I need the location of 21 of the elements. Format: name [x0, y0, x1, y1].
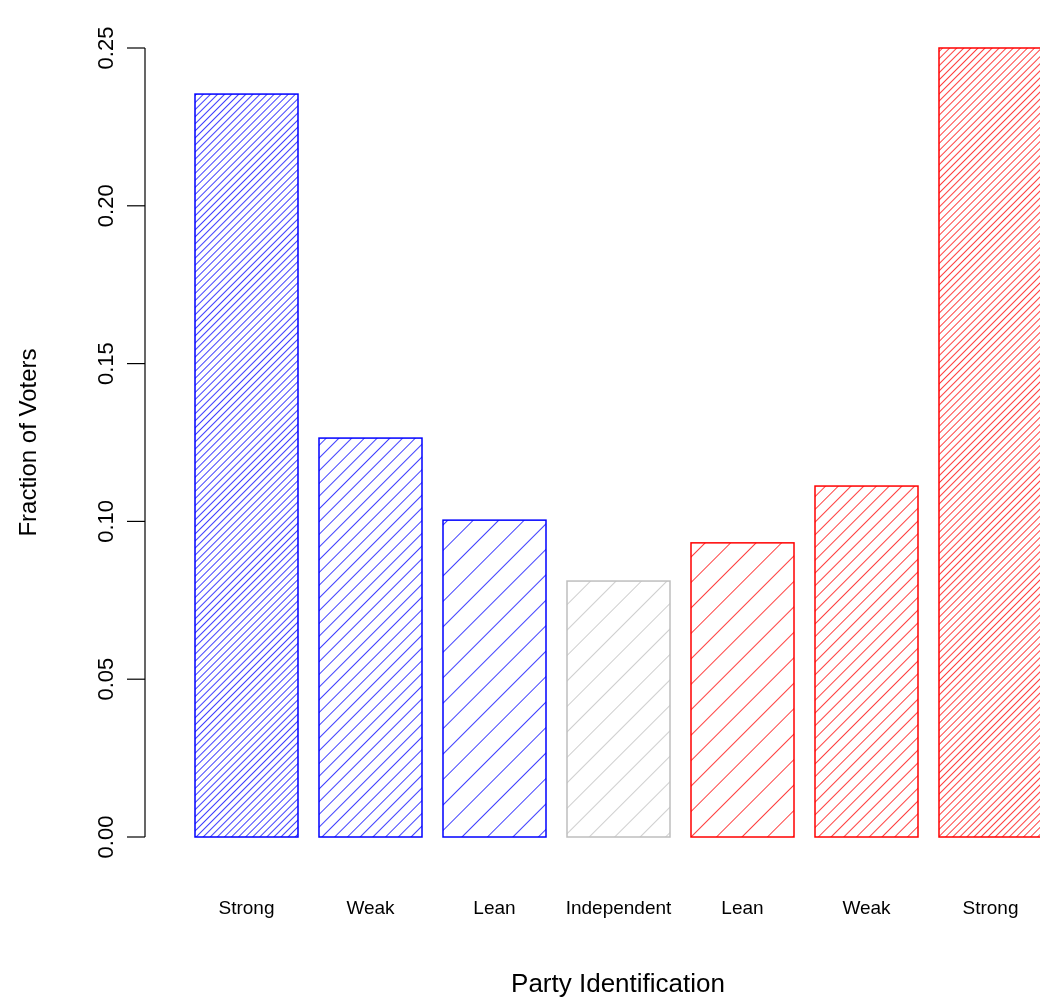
bar [194, 93, 299, 838]
x-tick-label: Independent [565, 897, 673, 918]
bar [690, 542, 795, 838]
y-tick-label: 0.20 [93, 184, 118, 228]
bar [566, 580, 671, 838]
y-tick-label: 0.15 [93, 342, 118, 386]
x-tick-label: Strong [218, 897, 275, 918]
y-axis-title: Fraction of Voters [14, 348, 41, 537]
x-tick-label: Lean [473, 897, 516, 918]
x-tick-label: Weak [346, 897, 396, 918]
x-axis-title: Party Identification [511, 968, 725, 998]
bar [442, 519, 547, 838]
y-tick-label: 0.05 [93, 657, 118, 701]
y-tick-label: 0.25 [93, 26, 118, 70]
y-tick-label: 0.10 [93, 499, 118, 543]
x-tick-label: Weak [842, 897, 892, 918]
y-tick-label: 0.00 [93, 815, 118, 859]
bar [318, 437, 423, 838]
bar [814, 485, 919, 838]
x-tick-label: Lean [721, 897, 764, 918]
x-tick-label: Strong [962, 897, 1019, 918]
